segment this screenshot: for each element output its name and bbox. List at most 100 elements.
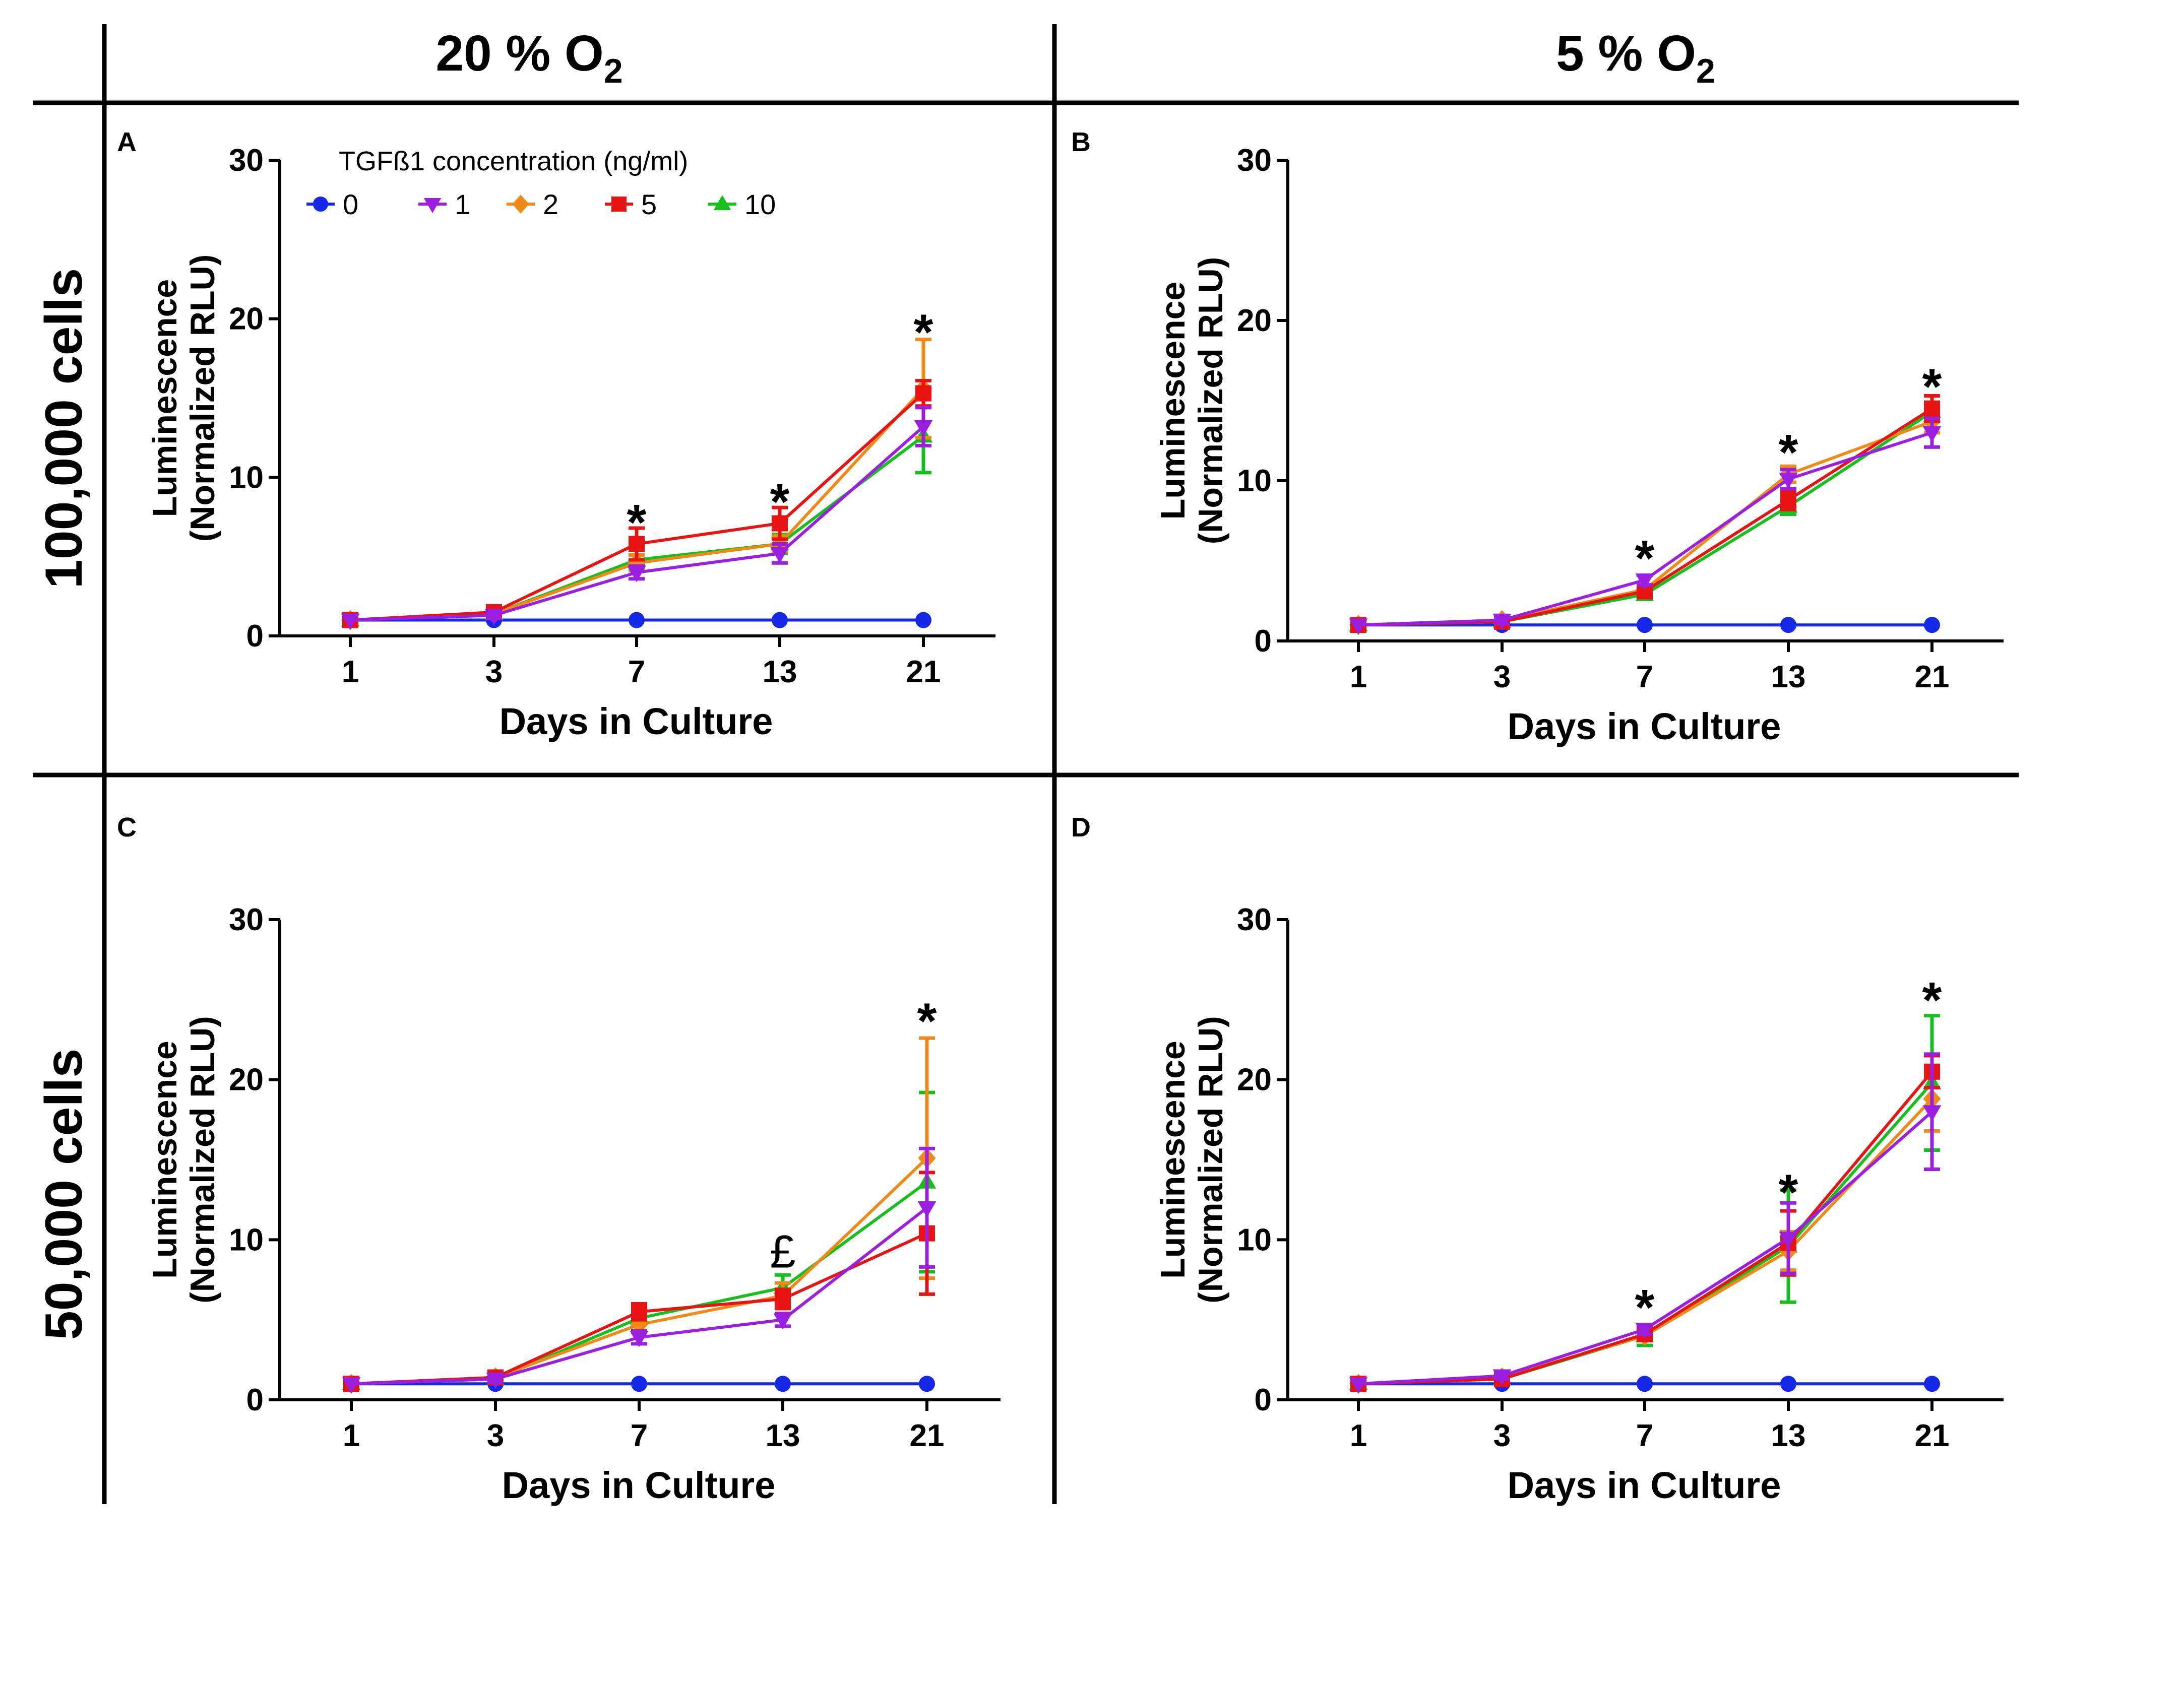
y-tick-label: 0 [1255, 624, 1272, 659]
significance-marker: * [1779, 1164, 1798, 1220]
point-0-day-21 [1924, 617, 1940, 633]
y-axis-label-line1: Luminescence [146, 279, 184, 517]
significance-marker: * [1635, 530, 1655, 587]
point-1-day-1 [342, 1377, 361, 1394]
panel-letter: B [1071, 127, 1091, 157]
legend-marker [713, 195, 731, 210]
x-tick-label: 7 [628, 655, 645, 689]
point-5-day-13 [1780, 492, 1796, 508]
point-1-day-3 [1492, 1369, 1512, 1386]
legend-label: 5 [641, 188, 657, 220]
row-header-50000: 50,000 cells [35, 1049, 93, 1340]
series-5 [343, 1171, 935, 1392]
significance-marker: * [1635, 1279, 1655, 1336]
point-1-day-1 [1349, 1377, 1368, 1394]
point-1-day-7 [627, 566, 646, 583]
legend-marker [611, 197, 627, 212]
point-5-day-21 [1924, 400, 1940, 417]
legend-marker [512, 195, 529, 214]
series-1 [1349, 416, 1942, 635]
legend-marker [423, 198, 442, 213]
x-tick-label: 13 [1771, 1418, 1806, 1453]
x-tick-label: 3 [1493, 1418, 1511, 1453]
x-tick-label: 3 [487, 1418, 504, 1453]
series-1 [342, 1146, 937, 1394]
point-2-day-7 [628, 553, 646, 573]
panel-letter: A [117, 127, 137, 157]
y-tick-label: 10 [1237, 1222, 1272, 1257]
series-1 [341, 406, 933, 630]
x-tick-label: 1 [1350, 1418, 1367, 1453]
legend-entry-5: 5 [605, 188, 657, 220]
panel-letter: D [1071, 812, 1091, 843]
x-axis-label: Days in Culture [1508, 1464, 1781, 1506]
point-1-day-13 [1779, 1232, 1798, 1248]
point-1-day-7 [630, 1331, 649, 1347]
series-line-10 [351, 1181, 928, 1386]
point-5-day-13 [775, 1290, 791, 1307]
x-tick-label: 21 [1915, 1418, 1950, 1453]
x-tick-label: 3 [1493, 660, 1511, 694]
point-1-day-13 [773, 1313, 792, 1330]
legend-entry-2: 2 [507, 188, 558, 220]
series-5 [1350, 394, 1940, 633]
point-1-day-13 [770, 547, 789, 563]
x-tick-label: 13 [763, 655, 797, 689]
significance-marker: * [1922, 972, 1942, 1028]
point-1-day-21 [1922, 1105, 1942, 1122]
x-tick-label: 13 [1771, 660, 1806, 694]
y-axis-label-line1: Luminescence [146, 1041, 184, 1278]
x-axis-label: Days in Culture [500, 700, 773, 742]
point-0-day-13 [772, 612, 788, 628]
y-tick-label: 10 [229, 1222, 264, 1257]
y-axis-label-line2: (Normalized RLU) [183, 254, 222, 542]
col-header-20pct-main: 20 % O [435, 25, 604, 82]
point-5-day-7 [631, 1304, 647, 1320]
x-tick-label: 1 [343, 1418, 360, 1453]
significance-marker: £ [770, 1226, 795, 1278]
y-axis-label-line2: (Normalized RLU) [1192, 1016, 1230, 1303]
x-tick-label: 21 [910, 1418, 945, 1453]
x-tick-label: 7 [631, 1418, 648, 1453]
point-5-day-7 [629, 536, 645, 552]
series-0 [343, 1376, 935, 1392]
significance-marker: * [770, 474, 790, 530]
y-tick-label: 30 [229, 143, 264, 178]
point-0-day-7 [631, 1376, 647, 1392]
significance-marker: * [1922, 359, 1942, 415]
series-1 [1349, 1052, 1942, 1394]
col-header-5pct-main: 5 % O [1556, 25, 1696, 82]
point-1-day-3 [486, 1372, 505, 1389]
y-axis-label-line2: (Normalized RLU) [183, 1016, 222, 1303]
y-tick-label: 0 [1255, 1383, 1272, 1417]
y-tick-label: 0 [246, 619, 264, 654]
point-0-day-21 [1924, 1376, 1940, 1392]
series-0 [1350, 617, 1940, 633]
point-0-day-7 [1637, 617, 1653, 633]
y-axis-label-line1: Luminescence [1154, 1041, 1192, 1278]
point-0-day-13 [1780, 617, 1796, 633]
x-tick-label: 7 [1636, 1418, 1653, 1453]
point-1-day-3 [484, 609, 504, 625]
col-header-5pct: 5 % O2 [1556, 25, 1715, 90]
x-tick-label: 21 [1915, 660, 1950, 694]
x-tick-label: 1 [1350, 660, 1367, 694]
series-line-1 [351, 1206, 928, 1386]
point-0-day-21 [915, 612, 931, 628]
legend-label: 10 [744, 188, 776, 220]
point-1-day-7 [1635, 1323, 1654, 1339]
col-header-20pct-sub: 2 [604, 52, 623, 90]
significance-marker: * [917, 993, 937, 1049]
figure-grid [33, 24, 2019, 1504]
x-tick-label: 13 [766, 1418, 800, 1453]
point-1-day-1 [1349, 618, 1368, 635]
point-1-day-21 [917, 1201, 937, 1217]
y-tick-label: 20 [1237, 303, 1272, 338]
point-0-day-7 [629, 612, 645, 628]
x-axis-label: Days in Culture [1508, 705, 1781, 747]
significance-marker: * [914, 304, 933, 360]
legend-entry-0: 0 [306, 188, 358, 220]
point-2-day-7 [630, 1314, 648, 1335]
